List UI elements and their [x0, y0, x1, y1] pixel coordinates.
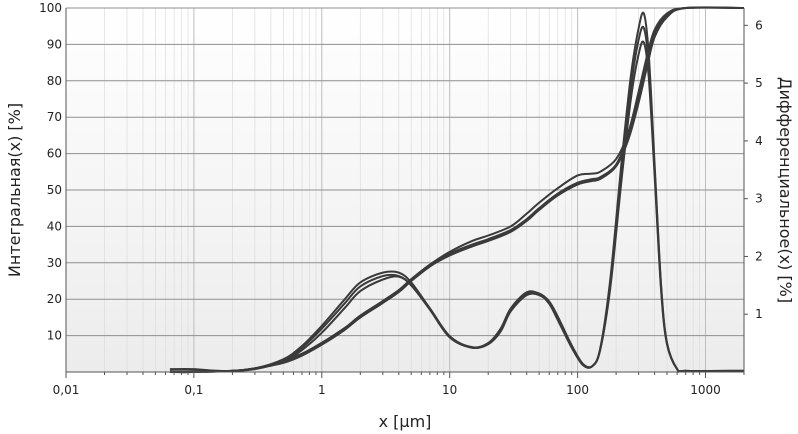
- x-tick-label: 100: [566, 383, 589, 397]
- differential-curve-5: [169, 25, 745, 373]
- x-tick-label: 1: [318, 383, 326, 397]
- y-tick-label: 40: [47, 219, 62, 233]
- x-tick-labels: 0,01 0,1 1 10 100 1000: [53, 383, 721, 397]
- y-tick-label: 70: [47, 110, 62, 124]
- y-tick-label: 20: [47, 292, 62, 306]
- y2-tick-label: 6: [755, 18, 763, 32]
- x-axis-title: x [µm]: [379, 412, 432, 431]
- y-tick-label: 100: [39, 1, 62, 15]
- y-tick-label: 80: [47, 74, 62, 88]
- differential-curve-6: [169, 40, 745, 373]
- y2-tick-label: 1: [755, 307, 763, 321]
- y-tick-label: 60: [47, 147, 62, 161]
- y2-tick-label: 2: [755, 249, 763, 263]
- y-axis-title: Интегральная(x) [%]: [5, 103, 24, 277]
- y2-tick-label: 5: [755, 76, 763, 90]
- y-tick-label: 10: [47, 329, 62, 343]
- y2-tick-labels: 1 2 3 4 5 6: [755, 18, 763, 321]
- y-tick-label: 90: [47, 37, 62, 51]
- cumulative-curve-3: [169, 6, 745, 374]
- x-tick-label: 0,1: [184, 383, 203, 397]
- x-tick-label: 1000: [690, 383, 721, 397]
- y-tick-label: 50: [47, 183, 62, 197]
- y2-tick-label: 4: [755, 134, 763, 148]
- x-tick-label: 10: [442, 383, 457, 397]
- y2-axis-title: Дифференциальное(x) [%]: [776, 77, 795, 303]
- y2-tick-label: 3: [755, 192, 763, 206]
- x-tick-label: 0,01: [53, 383, 80, 397]
- series-layer: [169, 6, 745, 374]
- y-tick-labels: 10 20 30 40 50 60 70 80 90 100: [39, 1, 62, 343]
- axes: [65, 8, 748, 378]
- y-tick-label: 30: [47, 256, 62, 270]
- cumulative-curve-2: [169, 6, 745, 374]
